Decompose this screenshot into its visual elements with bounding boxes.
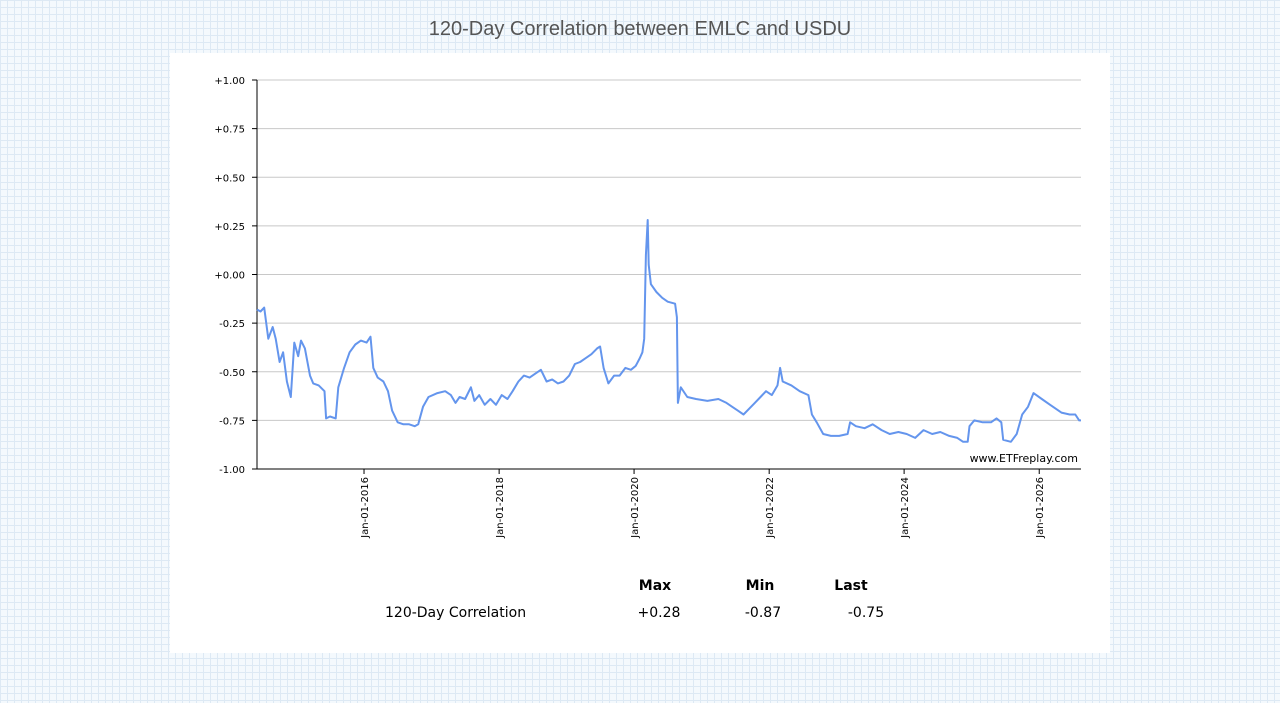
chart-panel: +1.00 +0.75 +0.50 +0.25 +0.00 -0.25 -0.50 -0.75… bbox=[170, 53, 1110, 653]
chart-svg: +1.00 +0.75 +0.50 +0.25 +0.00 -0.25 -0.50 -0.75… bbox=[214, 76, 1081, 539]
y-tick-label: +0.50 bbox=[214, 173, 245, 184]
x-tick-label: Jan-01-2020 bbox=[630, 477, 641, 539]
x-tick-label: Jan-01-2022 bbox=[765, 477, 776, 539]
x-tick-label: Jan-01-2026 bbox=[1035, 477, 1046, 539]
y-tick-label: +0.25 bbox=[214, 222, 245, 233]
y-tick-label: -0.25 bbox=[219, 319, 245, 330]
y-tick-label: -0.75 bbox=[219, 416, 245, 427]
y-tick-label: -0.50 bbox=[219, 368, 245, 379]
y-tick-label: -1.00 bbox=[219, 465, 245, 476]
chart-title: 120-Day Correlation between EMLC and USD… bbox=[428, 18, 852, 40]
y-tick-label: +0.75 bbox=[214, 125, 245, 136]
y-tick-label: +1.00 bbox=[214, 76, 245, 87]
x-tick-label: Jan-01-2018 bbox=[495, 477, 506, 539]
x-tick-label: Jan-01-2016 bbox=[360, 477, 371, 539]
x-tick-label: Jan-01-2024 bbox=[900, 477, 911, 539]
watermark-text: www.ETFreplay.com bbox=[970, 452, 1078, 465]
correlation-line bbox=[256, 219, 1081, 443]
y-tick-label: +0.00 bbox=[214, 271, 245, 282]
